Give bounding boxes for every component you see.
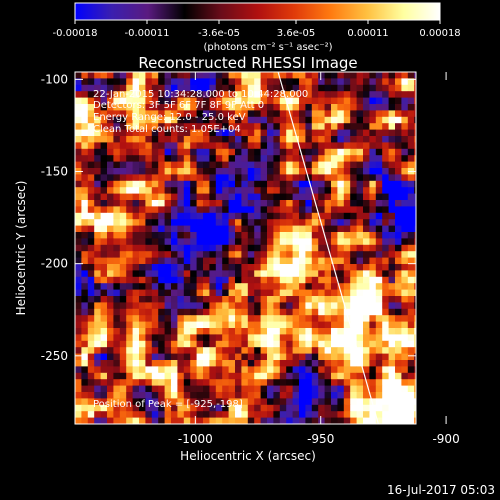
footer-timestamp: 16-Jul-2017 05:03 xyxy=(387,483,495,497)
colorbar-ticks: -0.00018 -0.00011 -3.6e-05 3.6e-05 0.00011 0.… xyxy=(53,20,461,39)
image-area xyxy=(75,72,416,424)
energy-range-text: Energy Range: 12.0 - 25.0 keV xyxy=(93,112,246,123)
x-tick-label: -900 xyxy=(432,432,459,446)
y-tick-label: -150 xyxy=(41,165,68,179)
colorbar-tick-label: -0.00018 xyxy=(53,28,98,39)
x-axis-label: Heliocentric X (arcsec) xyxy=(180,449,316,463)
y-axis-ticks: -100 -150 -200 -250 xyxy=(41,72,416,363)
colorbar-tick-label: -3.6e-05 xyxy=(198,28,240,39)
heatmap-pixels xyxy=(75,72,416,424)
y-tick-label: -250 xyxy=(41,349,68,363)
y-axis-label: Heliocentric Y (arcsec) xyxy=(14,181,28,316)
colorbar-tick-label: 3.6e-05 xyxy=(277,28,315,39)
peak-position-text: Position of Peak = [-925,-198] xyxy=(93,399,243,410)
colorbar: -0.00018 -0.00011 -3.6e-05 3.6e-05 0.00011 0.… xyxy=(53,2,461,53)
plot-frame xyxy=(74,71,417,425)
x-axis-ticks: -1000 -950 -900 xyxy=(178,72,460,446)
x-tick-label: -1000 xyxy=(178,432,213,446)
time-range-text: 22-Jan-2015 10:34:28.000 to 10:44:28.000 xyxy=(93,89,308,100)
clean-counts-text: Clean Total counts: 1.05E+04 xyxy=(93,124,241,135)
y-tick-label: -100 xyxy=(41,72,68,86)
solar-limb-line xyxy=(277,72,379,424)
y-tick-label: -200 xyxy=(41,257,68,271)
colorbar-gradient xyxy=(74,2,441,21)
colorbar-tick-label: 0.00018 xyxy=(419,28,460,39)
colorbar-tick-label: -0.00011 xyxy=(125,28,170,39)
colorbar-tick-label: 0.00011 xyxy=(347,28,388,39)
chart-title: Reconstructed RHESSI Image xyxy=(138,54,357,72)
info-overlay: 22-Jan-2015 10:34:28.000 to 10:44:28.000… xyxy=(93,89,308,410)
colorbar-unit-label: (photons cm⁻² s⁻¹ asec⁻²) xyxy=(203,42,332,53)
detectors-text: Detectors: 3F 5F 6F 7F 8F 9F Att 0 xyxy=(93,100,264,111)
x-tick-label: -950 xyxy=(307,432,334,446)
